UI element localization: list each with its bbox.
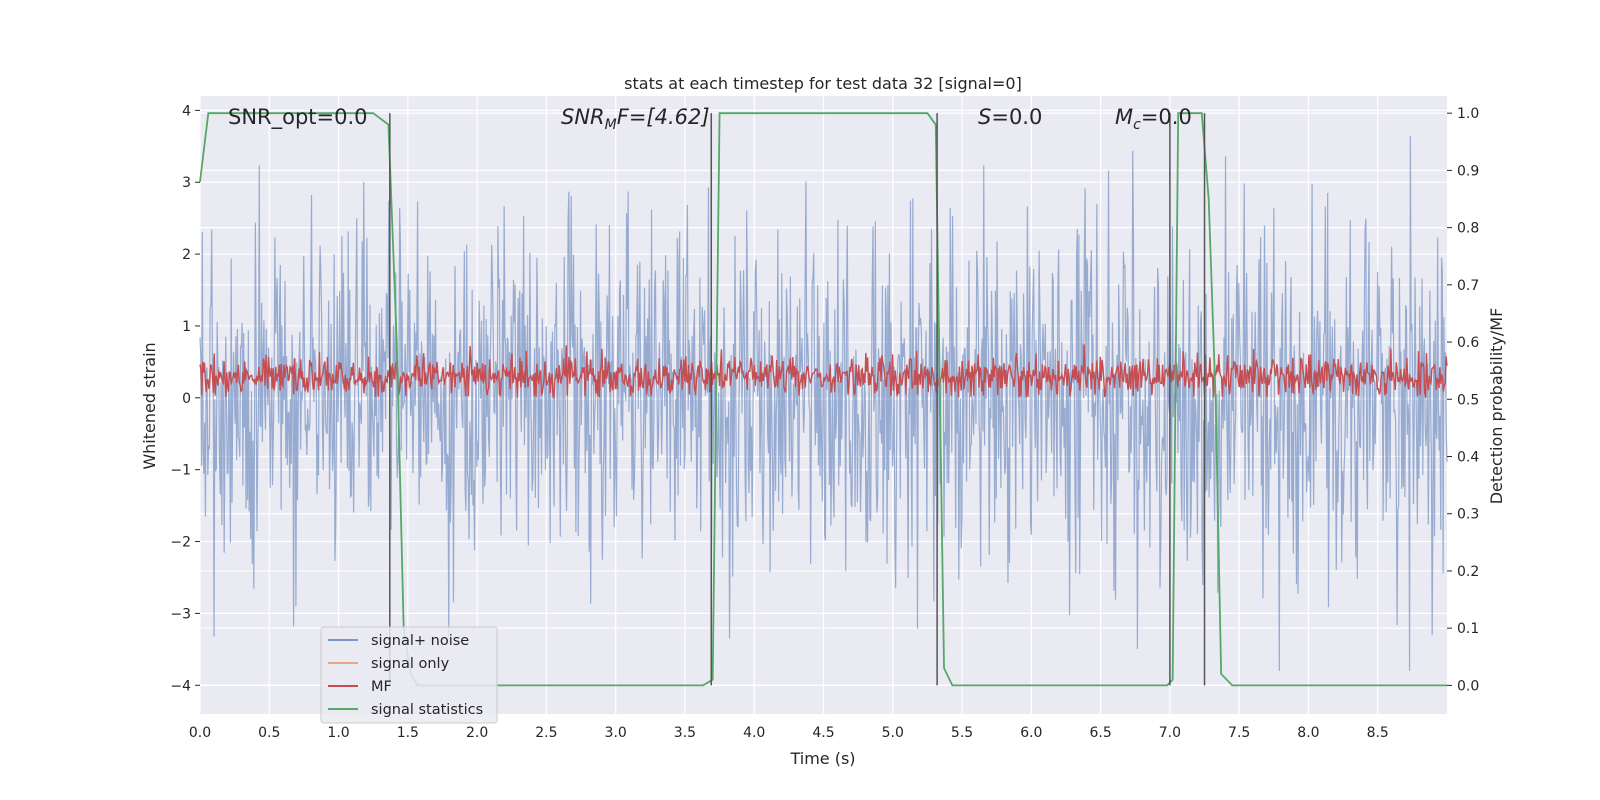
y-tick-label-right: 0.3 <box>1457 507 1479 523</box>
y-axis-label-right: Detection probability/MF <box>1487 308 1506 505</box>
x-tick-label: 1.5 <box>397 725 419 741</box>
annotation-mc-main: M <box>1115 105 1133 129</box>
line-signal-noise <box>199 135 1448 671</box>
x-tick-label: 1.0 <box>327 725 349 741</box>
x-tick-label: 3.0 <box>605 725 627 741</box>
annotation-s-rest: =0.0 <box>991 105 1042 129</box>
y-tick-label-right: 0.0 <box>1457 678 1479 694</box>
legend-label-mf: MF <box>371 679 392 695</box>
y-tick-label-left: 3 <box>182 175 191 191</box>
annotation-snr-mf-rest: F=[4.62] <box>617 105 710 129</box>
x-tick-label: 7.5 <box>1228 725 1250 741</box>
annotation-snr-mf-sub: M <box>605 117 617 133</box>
x-tick-label: 4.5 <box>812 725 834 741</box>
vertical-markers <box>389 113 1206 686</box>
y-tick-label-right: 0.9 <box>1457 163 1479 179</box>
y-tick-label-left: −3 <box>170 606 191 622</box>
grid <box>199 96 1447 714</box>
y-ticks-right: 1.0 0.9 0.8 0.7 0.6 0.5 0.4 0.3 0.2 0.1 0.0 <box>1447 106 1479 694</box>
line-signal-statistics <box>199 112 1447 687</box>
y-axis-label-left: Whitened strain <box>140 342 159 469</box>
y-tick-label-left: −4 <box>170 678 191 694</box>
y-tick-label-left: 4 <box>182 103 191 119</box>
legend-box <box>320 626 498 724</box>
y-tick-label-right: 0.1 <box>1457 621 1479 637</box>
annotation-s-main: S <box>978 105 991 129</box>
legend-label-signal-statistics: signal statistics <box>371 702 483 718</box>
y-tick-label-right: 0.7 <box>1457 278 1479 294</box>
y-tick-label-left: 2 <box>182 247 191 263</box>
y-tick-label-right: 0.4 <box>1457 450 1479 466</box>
annotation-snr-mf: SNRMF=[4.62] <box>561 105 710 133</box>
x-tick-label: 6.0 <box>1020 725 1042 741</box>
line-mf <box>199 344 1448 400</box>
annotation-s: S=0.0 <box>978 105 1042 129</box>
signal-statistics-series <box>199 112 1447 687</box>
x-tick-label: 8.0 <box>1297 725 1319 741</box>
y-tick-label-right: 0.2 <box>1457 564 1479 580</box>
y-tick-label-left: 1 <box>182 319 191 335</box>
x-tick-label: 5.5 <box>951 725 973 741</box>
y-tick-label-right: 0.8 <box>1457 221 1479 237</box>
y-tick-label-right: 0.6 <box>1457 335 1479 351</box>
y-tick-label-left: −2 <box>170 535 191 551</box>
x-tick-label: 2.0 <box>466 725 488 741</box>
mf-series <box>199 344 1448 400</box>
y-tick-label-left: 0 <box>182 391 191 407</box>
x-tick-label: 5.0 <box>882 725 904 741</box>
x-tick-label: 0.0 <box>189 725 211 741</box>
annotation-mc-sub: c <box>1133 117 1141 133</box>
chart-title: stats at each timestep for test data 32 … <box>624 74 1022 93</box>
legend-label-signal-noise: signal+ noise <box>371 633 469 649</box>
y-ticks-left: 4 3 2 1 0 −1 −2 −3 −4 <box>170 103 200 694</box>
annotation-mc-rest: =0.0 <box>1141 105 1192 129</box>
legend-label-signal-only: signal only <box>371 656 450 672</box>
x-tick-label: 3.5 <box>674 725 696 741</box>
signal-noise-series <box>199 135 1448 671</box>
y-tick-label-right: 1.0 <box>1457 106 1479 122</box>
annotation-mc: Mc=0.0 <box>1115 105 1192 133</box>
x-tick-label: 2.5 <box>535 725 557 741</box>
x-ticks: 0.0 0.5 1.0 1.5 2.0 2.5 3.0 3.5 4.0 4.5 5.0 5.5 6.0 6… <box>189 725 1389 741</box>
annotation-snr-mf-main: SNR <box>561 105 605 129</box>
x-tick-label: 8.5 <box>1367 725 1389 741</box>
x-tick-label: 0.5 <box>258 725 280 741</box>
legend: signal+ noise signal only MF signal stat… <box>320 626 498 724</box>
x-tick-label: 4.0 <box>743 725 765 741</box>
annotation-snr-opt: SNR_opt=0.0 <box>228 105 368 130</box>
y-tick-label-right: 0.5 <box>1457 392 1479 408</box>
x-tick-label: 6.5 <box>1089 725 1111 741</box>
x-tick-label: 7.0 <box>1159 725 1181 741</box>
x-axis-label: Time (s) <box>789 749 855 768</box>
y-tick-label-left: −1 <box>170 463 191 479</box>
